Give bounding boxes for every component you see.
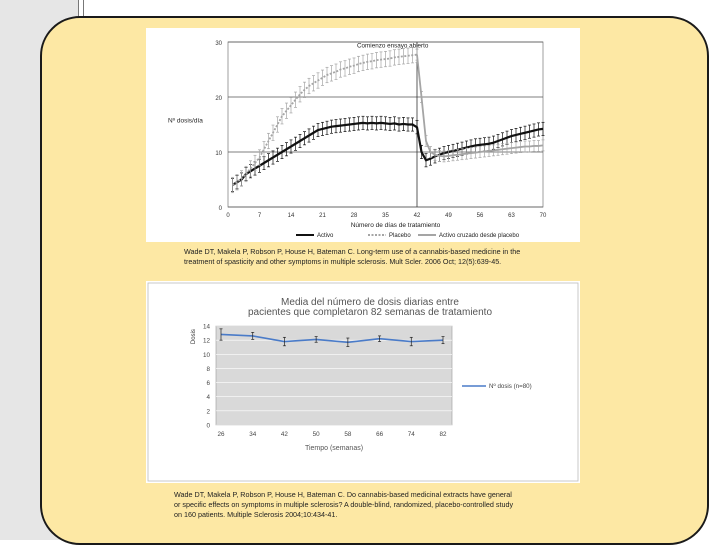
x-tick-label: 14	[288, 213, 295, 219]
annotation-label: Comienzo ensayo abierto	[357, 43, 429, 50]
chart2-title-line: Media del número de dosis diarias entre	[281, 297, 459, 308]
x-tick-label: 21	[319, 213, 326, 219]
x-axis-label: Tiempo (semanas)	[305, 445, 363, 452]
y-tick-label: 4	[206, 394, 210, 401]
chart2-title-line: pacientes que completaron 82 semanas de …	[248, 307, 492, 318]
legend-label: Activo cruzado desde placebo	[439, 233, 520, 239]
x-tick-label: 0	[226, 213, 230, 219]
y-tick-label: 0	[206, 423, 210, 430]
y-tick-label: 14	[203, 324, 211, 331]
chart1-card: 0 10 20 30 0 7 14 21 28 35 42 49 56 63 70 Nº dosis/día N…	[146, 28, 580, 242]
caption-first: Wade DT, Makela P, Robson P, House H, Ba…	[184, 247, 604, 267]
x-tick-label: 49	[445, 213, 452, 219]
caption-first-line: Wade DT, Makela P, Robson P, House H, Ba…	[184, 247, 521, 256]
caption-second-line: Wade DT, Makela P, Robson P, House H, Ba…	[174, 490, 512, 499]
x-tick-label: 42	[414, 213, 421, 219]
legend-label: Placebo	[389, 233, 411, 239]
x-tick-label: 50	[313, 431, 321, 438]
x-tick-label: 58	[344, 431, 352, 438]
chart1-svg: 0 10 20 30 0 7 14 21 28 35 42 49 56 63 70 Nº dosis/día N…	[168, 41, 547, 239]
y-tick-label: 10	[203, 352, 211, 359]
x-tick-label: 42	[281, 431, 289, 438]
series-line	[231, 121, 544, 186]
legend-label: Nº dosis (n=80)	[489, 383, 532, 390]
x-tick-label: 66	[376, 431, 384, 438]
caption-second-line: on 160 patients. Multiple Sclerosis 2004…	[174, 510, 338, 519]
x-tick-label: 28	[351, 213, 358, 219]
y-axis-label: Nº dosis/día	[168, 118, 203, 125]
x-axis-label: Número de días de tratamiento	[351, 222, 441, 229]
y-tick-label: 8	[206, 366, 210, 373]
caption-first-line: treatment of spasticity and other sympto…	[184, 257, 502, 266]
y-tick-label: 12	[203, 338, 211, 345]
plot-area	[215, 325, 453, 426]
y-axis-label: Dosis	[191, 329, 197, 344]
x-tick-label: 35	[382, 213, 389, 219]
chart2-card: Media del número de dosis diarias entre p…	[146, 281, 580, 483]
x-tick-label: 70	[540, 213, 547, 219]
legend-label: Activo	[317, 233, 334, 239]
x-tick-label: 82	[439, 431, 447, 438]
caption-second-line: or specific effects on symptoms in multi…	[174, 500, 514, 509]
x-tick-label: 7	[258, 213, 262, 219]
y-tick-label: 2	[206, 408, 210, 415]
y-tick-label: 6	[206, 380, 210, 387]
series-line	[220, 333, 444, 344]
y-tick-label: 30	[215, 41, 222, 47]
x-tick-label: 63	[508, 213, 515, 219]
y-tick-label: 10	[215, 151, 222, 157]
x-tick-label: 26	[217, 431, 225, 438]
x-tick-label: 56	[477, 213, 484, 219]
chart2-svg: Media del número de dosis diarias entrep…	[147, 282, 579, 482]
y-tick-label: 0	[219, 206, 223, 212]
x-tick-label: 34	[249, 431, 257, 438]
x-tick-label: 74	[408, 431, 416, 438]
y-tick-label: 20	[215, 96, 222, 102]
content-panel: 0 10 20 30 0 7 14 21 28 35 42 49 56 63 70 Nº dosis/día N…	[40, 16, 709, 545]
caption-second: Wade DT, Makela P, Robson P, House H, Ba…	[174, 490, 614, 520]
series-line	[232, 53, 418, 186]
